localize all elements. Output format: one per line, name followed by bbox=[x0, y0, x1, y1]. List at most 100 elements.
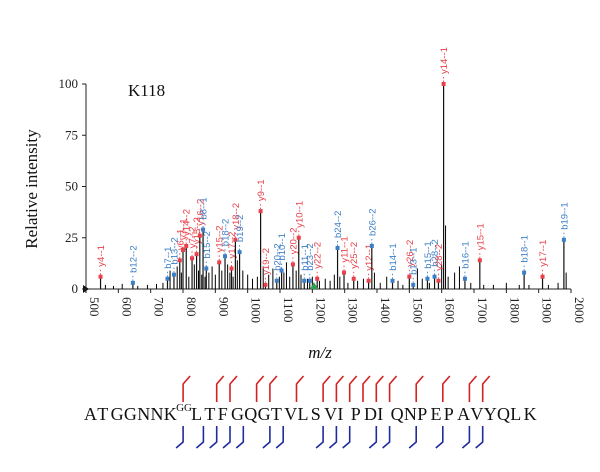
c-term-cleavage-mark bbox=[262, 426, 271, 449]
peak-marker bbox=[462, 276, 467, 281]
sequence-residue: G bbox=[124, 404, 137, 424]
peak-label: b13--1 bbox=[409, 247, 420, 274]
peak-label: y25--2 bbox=[349, 242, 360, 269]
peak-label: y18--2 bbox=[231, 203, 242, 230]
n-term-cleavage-mark bbox=[269, 375, 278, 402]
sequence-residue: T bbox=[97, 404, 108, 424]
c-term-cleavage-mark bbox=[435, 426, 444, 449]
peak-label: b19--1 bbox=[559, 202, 570, 229]
x-tick-label: 1300 bbox=[346, 297, 361, 323]
n-term-cleavage-mark bbox=[468, 375, 478, 402]
peak-label: b7--1 bbox=[163, 247, 174, 269]
n-term-cleavage-mark bbox=[415, 375, 424, 402]
sequence-residue: Q bbox=[391, 404, 404, 424]
peak-marker bbox=[217, 260, 222, 265]
n-term-cleavage-mark bbox=[295, 375, 305, 402]
x-tick-label: 1800 bbox=[507, 297, 522, 323]
peak-marker bbox=[407, 274, 412, 279]
c-term-cleavage-mark bbox=[408, 426, 418, 449]
modification-label: GG bbox=[176, 402, 192, 414]
peak-label: y19--2 bbox=[261, 248, 272, 275]
c-term-cleavage-mark bbox=[195, 426, 205, 449]
sequence-residue: G bbox=[111, 404, 124, 424]
peptide-sequence: A T G G N N K GG L T F G Q G T V L S V I P D I Q N P E P A V Y Q L K bbox=[84, 375, 537, 449]
sequence-residue: A bbox=[457, 404, 470, 424]
peak-marker bbox=[194, 252, 199, 257]
sequence-residue: I bbox=[377, 404, 383, 424]
sequence-residue: D bbox=[364, 404, 377, 424]
peak-marker bbox=[197, 233, 202, 238]
y-tick-label: 0 bbox=[72, 281, 79, 296]
peak-marker bbox=[522, 270, 527, 275]
peak-label: b19--2 bbox=[235, 215, 246, 242]
sequence-residue: K bbox=[524, 404, 537, 424]
c-term-cleavage-mark bbox=[315, 426, 324, 449]
peak-label: b11--1 bbox=[300, 244, 311, 271]
peak-label: y11--1 bbox=[340, 236, 351, 262]
c-term-cleavage-mark bbox=[209, 426, 218, 449]
peak-marker bbox=[540, 274, 545, 279]
peak-label: b26--2 bbox=[367, 208, 378, 235]
sequence-residue: V bbox=[324, 404, 337, 424]
peak-label: b16--1 bbox=[460, 241, 471, 268]
n-term-cleavage-mark bbox=[182, 375, 191, 402]
y-axis-title: Relative intensity bbox=[22, 129, 41, 249]
c-term-cleavage-mark bbox=[382, 426, 391, 449]
sequence-residue: E bbox=[431, 404, 442, 424]
c-term-cleavage-mark bbox=[475, 426, 484, 449]
sequence-residue: P bbox=[351, 404, 361, 424]
peak-label: y22--2 bbox=[313, 242, 324, 269]
sequence-residue: T bbox=[204, 404, 215, 424]
peak-marker bbox=[302, 278, 307, 283]
peak-marker bbox=[201, 227, 206, 232]
peak-label: y17--1 bbox=[538, 240, 549, 267]
peak-label: y14--2 bbox=[182, 209, 193, 236]
peak-marker bbox=[296, 235, 301, 240]
sequence-residue: V bbox=[284, 404, 297, 424]
chart-title: K118 bbox=[128, 81, 165, 100]
peak-marker bbox=[561, 237, 566, 242]
x-tick-label: 1100 bbox=[281, 297, 296, 323]
peak-label: y17--2 bbox=[227, 232, 238, 259]
peak-marker bbox=[165, 276, 170, 281]
peak-marker bbox=[432, 274, 437, 279]
x-tick-label: 1200 bbox=[313, 297, 328, 323]
n-term-cleavage-mark bbox=[335, 375, 345, 402]
x-tick-label: 2000 bbox=[572, 297, 587, 323]
peak-marker bbox=[441, 82, 446, 86]
peak-marker bbox=[315, 276, 320, 281]
peak-marker bbox=[229, 266, 234, 271]
peak-marker bbox=[237, 250, 242, 255]
sequence-residue: F bbox=[218, 404, 228, 424]
peak-marker bbox=[436, 278, 441, 283]
sequence-residue: Q bbox=[497, 404, 510, 424]
peak-marker bbox=[171, 272, 176, 277]
peak-label: b20--2 bbox=[272, 243, 283, 270]
c-term-cleavage-mark bbox=[222, 426, 231, 449]
x-tick-label: 600 bbox=[119, 297, 134, 317]
sequence-residue: G bbox=[258, 404, 271, 424]
sequence-residue: Y bbox=[484, 404, 497, 424]
sequence-residue: I bbox=[337, 404, 343, 424]
peak-marker bbox=[290, 262, 295, 267]
c-term-cleavage-mark bbox=[175, 426, 184, 449]
peak-marker bbox=[366, 278, 371, 283]
peak-label: b10--1 bbox=[277, 233, 288, 260]
y-tick-label: 75 bbox=[65, 127, 78, 142]
peak-marker bbox=[390, 278, 395, 283]
y-tick-label: 25 bbox=[65, 230, 78, 245]
peak-label: y6--1 bbox=[175, 229, 186, 251]
x-axis-title: m/z bbox=[308, 343, 332, 362]
peak-marker bbox=[177, 258, 182, 263]
c-term-cleavage-mark bbox=[328, 426, 338, 449]
x-tick-label: 800 bbox=[184, 297, 199, 317]
peak-label: b13--2 bbox=[169, 237, 180, 264]
peak-marker bbox=[342, 270, 347, 275]
peak-label: y10--1 bbox=[294, 201, 305, 228]
n-term-cleavage-mark bbox=[215, 375, 225, 402]
peak-label: y12--1 bbox=[364, 244, 375, 271]
sequence-residue: T bbox=[271, 404, 282, 424]
peak-marker bbox=[130, 280, 135, 285]
peak-label: b15--2 bbox=[202, 231, 213, 258]
